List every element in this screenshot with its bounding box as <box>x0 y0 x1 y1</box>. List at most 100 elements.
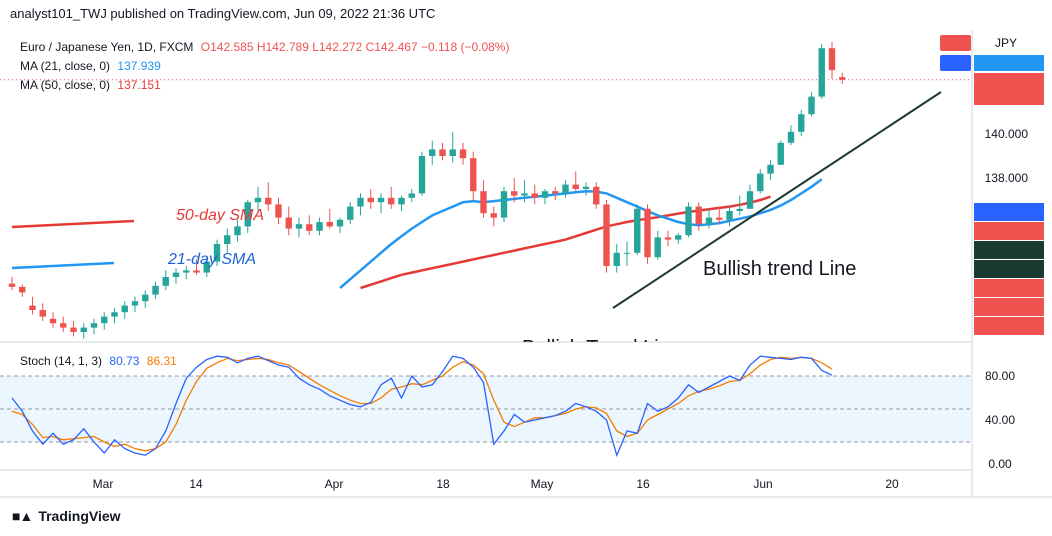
candle-body <box>644 208 651 258</box>
time-tick-label: 18 <box>436 477 450 491</box>
candle <box>254 186 262 214</box>
stoch-tick-label: 0.00 <box>988 457 1012 471</box>
candle-body <box>839 77 846 80</box>
candle-body <box>541 191 549 198</box>
candle <box>685 202 692 238</box>
candle <box>705 208 713 229</box>
candle-body <box>705 217 713 225</box>
candle-body <box>500 191 508 218</box>
candle-body <box>787 131 795 143</box>
candle <box>828 41 836 79</box>
candle-body <box>552 191 559 194</box>
candle <box>480 180 487 218</box>
candle <box>347 202 354 225</box>
candle-body <box>511 191 518 196</box>
time-tick-label: May <box>531 477 554 491</box>
candle <box>716 206 723 225</box>
candle-body <box>60 323 67 328</box>
candle <box>736 195 743 216</box>
candle <box>459 142 467 165</box>
candle-body <box>224 235 231 244</box>
candle <box>275 197 282 225</box>
candle-body <box>767 164 774 174</box>
candle-body <box>265 197 272 205</box>
legend-stoch-label: Stoch (14, 1, 3) <box>20 354 103 368</box>
legend-ma50-row: MA (50, close, 0) 137.151 <box>20 78 161 92</box>
candle <box>511 178 518 203</box>
candle-body <box>367 197 374 203</box>
candle <box>767 160 774 181</box>
sma21-annotation: 21-day SMA <box>167 251 256 268</box>
sma50-marker-line <box>11 219 135 229</box>
candle-body <box>285 217 292 229</box>
candle-body <box>183 270 190 273</box>
candle-body <box>613 252 620 266</box>
candle-body <box>295 224 303 229</box>
candle <box>623 241 631 266</box>
time-tick-label: 20 <box>885 477 899 491</box>
candle <box>562 180 569 198</box>
level-tag <box>974 279 1044 297</box>
candle-body <box>19 286 26 293</box>
time-tick-label: 16 <box>636 477 650 491</box>
candle <box>408 189 415 203</box>
candle-body <box>377 197 385 203</box>
legend-stoch-k: 80.73 <box>109 354 140 368</box>
ask-badge <box>940 35 971 51</box>
time-tick-label: Mar <box>93 477 114 491</box>
candle-body <box>449 149 456 156</box>
level-tag <box>974 317 1044 335</box>
candle-body <box>828 48 836 71</box>
candle-body <box>736 208 743 211</box>
candle-body <box>326 222 333 227</box>
last-price-tag <box>974 73 1044 105</box>
candle-body <box>275 204 282 218</box>
level-tag <box>974 203 1044 221</box>
candle <box>101 312 108 330</box>
candle <box>142 290 149 308</box>
candle <box>80 323 87 339</box>
candle <box>818 43 825 99</box>
stoch-tick-label: 40.00 <box>985 413 1015 427</box>
candle-body <box>603 204 610 266</box>
candle <box>695 202 702 231</box>
candle-body <box>142 294 149 302</box>
candle-body <box>429 149 436 156</box>
candle <box>29 296 36 315</box>
candle <box>398 195 405 211</box>
candle <box>306 215 313 236</box>
candle-body <box>152 285 159 295</box>
candle <box>152 281 159 299</box>
candle-body <box>306 224 313 231</box>
candle <box>582 182 590 196</box>
time-tick-label: 14 <box>189 477 203 491</box>
candle-body <box>131 301 139 306</box>
legend-ma21-row: MA (21, close, 0) 137.939 <box>20 59 161 73</box>
candle-body <box>521 193 528 196</box>
candle-body <box>695 206 702 225</box>
candle-body <box>388 197 395 205</box>
candle-body <box>244 202 251 227</box>
tradingview-footer[interactable]: ■▲ TradingView <box>12 508 121 524</box>
candle-body <box>70 327 77 332</box>
candle <box>172 268 180 284</box>
stoch-tick-label: 80.00 <box>985 369 1015 383</box>
candle <box>224 228 231 253</box>
candle-body <box>746 191 754 209</box>
candle-body <box>39 310 46 317</box>
candle-body <box>480 191 487 214</box>
candle <box>500 186 508 222</box>
candle <box>593 182 600 209</box>
candle-body <box>664 237 672 240</box>
candle <box>49 312 57 328</box>
candle-body <box>80 327 87 332</box>
candle <box>265 182 272 211</box>
tradingview-logo-icon: ■▲ <box>12 508 33 524</box>
candle-body <box>685 206 692 236</box>
candle <box>39 303 46 321</box>
candle <box>316 217 323 236</box>
legend-stoch-row: Stoch (14, 1, 3) 80.73 86.31 <box>20 354 177 368</box>
candle <box>90 318 98 335</box>
ma50-series-line <box>360 195 771 290</box>
